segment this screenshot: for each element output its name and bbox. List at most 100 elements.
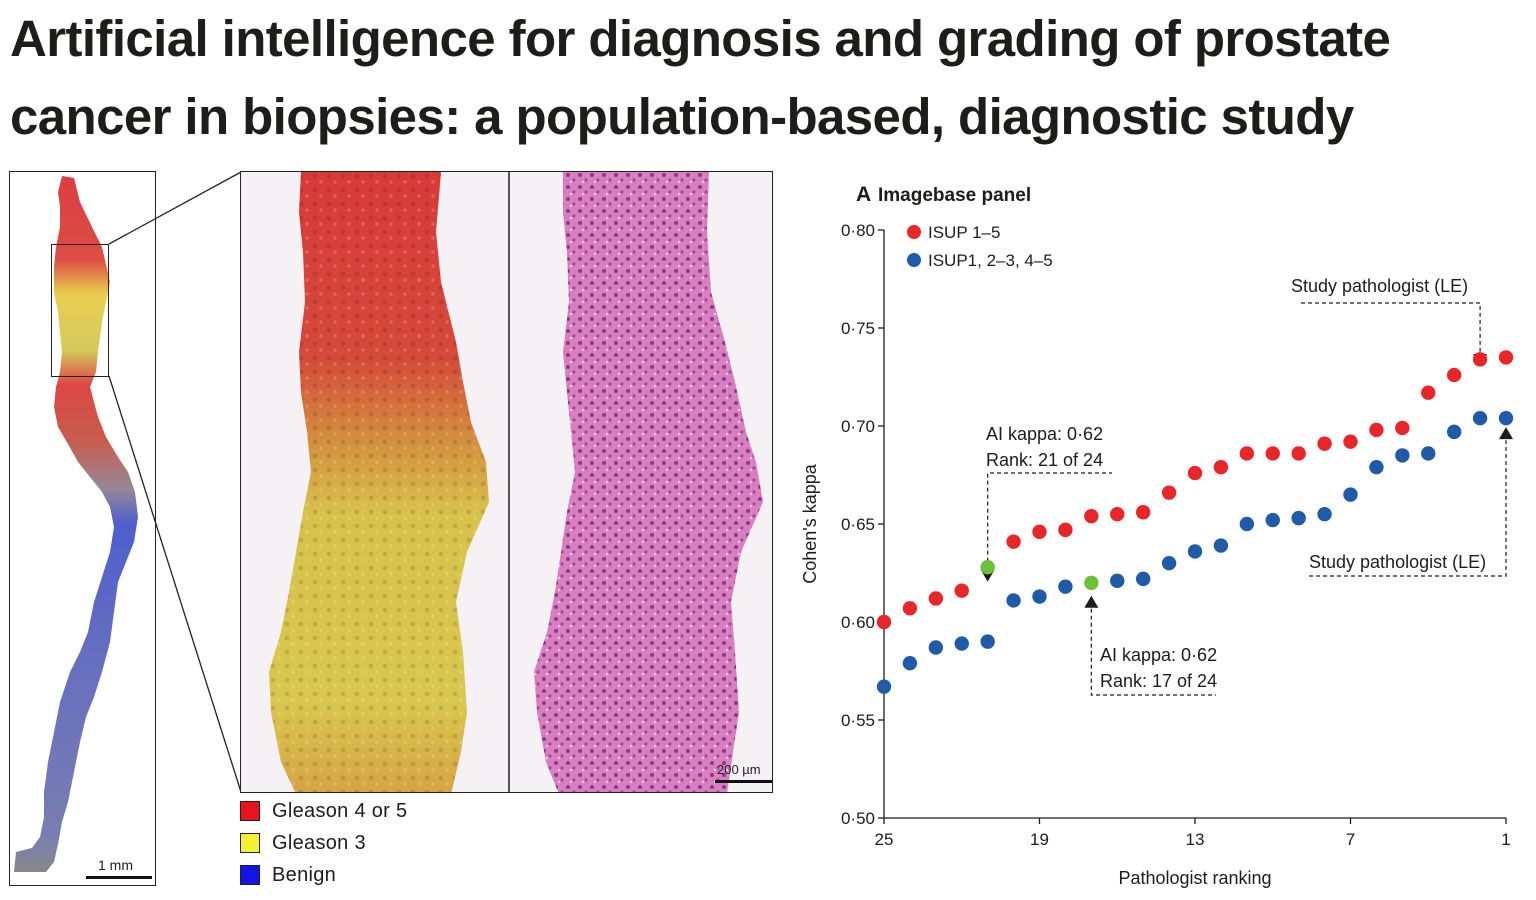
isup-1-5-point (876, 614, 892, 630)
isup-grouped-point (1213, 538, 1229, 553)
isup-grouped-point (980, 634, 995, 649)
chart-annotations: AI kappa: 0·62 Rank: 21 of 24 AI kappa: 0·… (980, 276, 1513, 696)
isup-grouped-point (1161, 556, 1177, 571)
y-tick-label: 0·70 (841, 417, 875, 436)
isup-1-5-point (1369, 422, 1384, 438)
isup-1-5-point (1472, 352, 1488, 367)
isup-grouped-point (928, 640, 944, 655)
detail-biopsy-images (269, 172, 772, 792)
chart-points (876, 350, 1514, 694)
isup-1-5-point (1006, 534, 1021, 549)
y-tick-label: 0·60 (841, 613, 875, 632)
isup-1-5-point (1291, 446, 1306, 461)
isup-grouped-point (1187, 544, 1203, 559)
ai-kappa-label: AI kappa: 0·62 (986, 424, 1103, 444)
study-red-leader-line (1301, 302, 1481, 354)
isup-grouped-point (1084, 575, 1099, 590)
legend-label: Gleason 4 or 5 (272, 799, 408, 822)
chart-y-axis-label: Cohen's kappa (800, 463, 820, 584)
legend-label: Benign (272, 863, 337, 886)
isup-grouped-point (1343, 487, 1358, 502)
legend-marker (907, 253, 921, 267)
isup-grouped-point (1058, 579, 1073, 594)
y-tick-label: 0·65 (841, 515, 875, 534)
study-pathologist-label: Study pathologist (LE) (1309, 552, 1486, 572)
overview-biopsy-panel: 1 mm (9, 171, 156, 886)
legend-item-gleason-3: Gleason 3 (240, 831, 366, 855)
study-pathologist-label: Study pathologist (LE) (1291, 276, 1468, 296)
isup-grouped-point (1110, 573, 1125, 589)
chart-title: Imagebase panel (878, 185, 1031, 206)
isup-1-5-point (1343, 434, 1358, 449)
legend-marker (907, 225, 921, 239)
isup-1-5-point (1084, 508, 1099, 524)
isup-grouped-point (1421, 446, 1436, 461)
legend-swatch-red (240, 801, 260, 821)
ai-kappa-label: AI kappa: 0·62 (1100, 645, 1217, 665)
isup-1-5-point (1395, 420, 1410, 436)
x-tick-label: 1 (1501, 830, 1510, 849)
isup-grouped-point (1446, 424, 1462, 440)
isup-grouped-point (1135, 571, 1151, 587)
y-tick-label: 0·75 (841, 319, 875, 338)
isup-grouped-point (1369, 459, 1384, 475)
isup-1-5-point (1213, 459, 1229, 475)
zoom-connector-lines (108, 171, 242, 793)
title-line-1: Artificial intelligence for diagnosis an… (10, 10, 1391, 67)
isup-1-5-point (1498, 350, 1514, 365)
overview-biopsy-image (14, 176, 138, 872)
chart-axes: 0·50 0·55 0·60 0·65 0·70 0·75 0·80 25 19 13 7 1 (841, 221, 1511, 849)
kappa-scatter-chart: A Imagebase panel 0·500·550·600·650·700·… (800, 183, 1514, 888)
isup-1-5-point (1161, 485, 1177, 500)
chart-legend: ISUP 1–5 ISUP1, 2–3, 4–5 (907, 223, 1053, 270)
isup-grouped-point (1032, 589, 1047, 604)
isup-1-5-point (1421, 385, 1436, 400)
isup-1-5-point (1446, 367, 1462, 383)
isup-grouped-point (1472, 410, 1488, 426)
ai-blue-leader-line (1090, 608, 1216, 696)
x-tick-label: 25 (875, 830, 894, 849)
x-tick-label: 7 (1346, 830, 1355, 849)
isup-1-5-point (1032, 524, 1047, 540)
isup-1-5-point (1110, 507, 1125, 522)
title-line-2: cancer in biopsies: a population-based, … (10, 88, 1354, 145)
legend-series-label: ISUP1, 2–3, 4–5 (928, 251, 1053, 270)
isup-grouped-point (1317, 507, 1332, 522)
isup-1-5-point (1187, 465, 1203, 481)
x-tick-label: 19 (1030, 830, 1049, 849)
isup-1-5-point (1265, 446, 1280, 461)
ai-blue-arrow (1084, 595, 1099, 608)
legend-label: Gleason 3 (272, 831, 366, 854)
overview-scale-bar (86, 876, 152, 879)
legend-item-benign: Benign (240, 863, 336, 887)
isup-1-5-point (1135, 505, 1151, 520)
overview-scale-label: 1 mm (98, 857, 133, 873)
zoom-region-box (51, 244, 109, 377)
legend-swatch-blue (240, 865, 260, 885)
paper-title: Artificial intelligence for diagnosis an… (10, 0, 1530, 156)
x-tick-label: 13 (1186, 830, 1205, 849)
isup-grouped-point (902, 655, 918, 671)
y-tick-label: 0·80 (841, 221, 875, 240)
legend-item-gleason-4-5: Gleason 4 or 5 (240, 799, 407, 823)
isup-1-5-point (1058, 522, 1073, 538)
detail-biopsy-panel: 200 µm (240, 171, 773, 793)
isup-1-5-point (928, 591, 944, 606)
isup-1-5-point (1239, 446, 1255, 461)
study-blue-leader-line (1309, 440, 1507, 577)
isup-1-5-point (1317, 436, 1332, 451)
isup-grouped-point (954, 636, 969, 651)
ai-red-leader-line (987, 472, 1112, 569)
chart-panel-letter: A (856, 183, 871, 206)
isup-grouped-point (1265, 512, 1280, 528)
isup-grouped-point (1498, 410, 1514, 426)
ai-rank-label: Rank: 17 of 24 (1100, 671, 1217, 691)
legend-series-label: ISUP 1–5 (928, 223, 1000, 242)
study-blue-arrow (1499, 427, 1513, 440)
isup-1-5-point (954, 583, 969, 598)
isup-1-5-point (902, 601, 918, 616)
isup-grouped-point (1006, 593, 1021, 608)
detail-scale-label: 200 µm (717, 762, 761, 777)
isup-grouped-point (1395, 448, 1410, 463)
y-tick-label: 0·55 (841, 711, 875, 730)
